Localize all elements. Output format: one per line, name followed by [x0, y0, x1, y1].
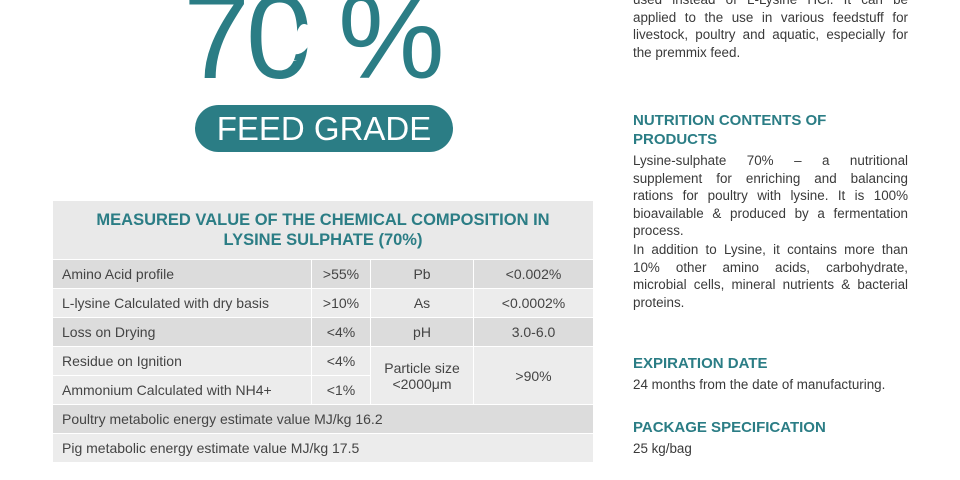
cell: Poultry metabolic energy estimate value … — [52, 404, 594, 434]
cell: <1% — [311, 375, 371, 405]
grade-pill: FEED GRADE — [195, 105, 453, 152]
cell: As — [370, 288, 474, 318]
cell: >55% — [311, 259, 371, 289]
cell: 3.0-6.0 — [473, 317, 594, 347]
section-heading: PACKAGE SPECIFICATION — [633, 419, 826, 436]
badge: 70 % — [183, 0, 445, 100]
cell: <4% — [311, 346, 371, 376]
percent: 70 % — [183, 0, 441, 100]
intro-text: used instead of L-Lysine HCl. It can be … — [633, 0, 908, 60]
paragraph: 25 kg/bag — [633, 441, 692, 456]
cell: >10% — [311, 288, 371, 318]
cell: <4% — [311, 317, 371, 347]
cell: Pig metabolic energy estimate value MJ/k… — [52, 433, 594, 463]
cell: >90% — [473, 346, 594, 405]
section-heading: EXPIRATION DATE — [633, 355, 768, 372]
paragraph: Lysine-sulphate 70% – a nutritional supp… — [633, 153, 908, 239]
cell: Particle size <2000μm — [370, 346, 474, 405]
cell: Amino Acid profile — [52, 259, 312, 289]
paragraph: In addition to Lysine, it contains more … — [633, 242, 908, 310]
chicken-icon — [282, 24, 315, 62]
cell: Pb — [370, 259, 474, 289]
cell: Residue on Ignition — [52, 346, 312, 376]
cell: <0.0002% — [473, 288, 594, 318]
cell: L-lysine Calculated with dry basis — [52, 288, 312, 318]
paragraph: 24 months from the date of manufacturing… — [633, 377, 886, 392]
cell: Ammonium Calculated with NH4+ — [52, 375, 312, 405]
composition-table: MEASURED VALUE OF THE CHEMICAL COMPOSITI… — [52, 200, 594, 463]
cell: pH — [370, 317, 474, 347]
cell: Loss on Drying — [52, 317, 312, 347]
cell: <0.002% — [473, 259, 594, 289]
section-heading: NUTRITION CONTENTS OF PRODUCTS — [633, 112, 827, 148]
table-title: MEASURED VALUE OF THE CHEMICAL COMPOSITI… — [52, 200, 594, 260]
